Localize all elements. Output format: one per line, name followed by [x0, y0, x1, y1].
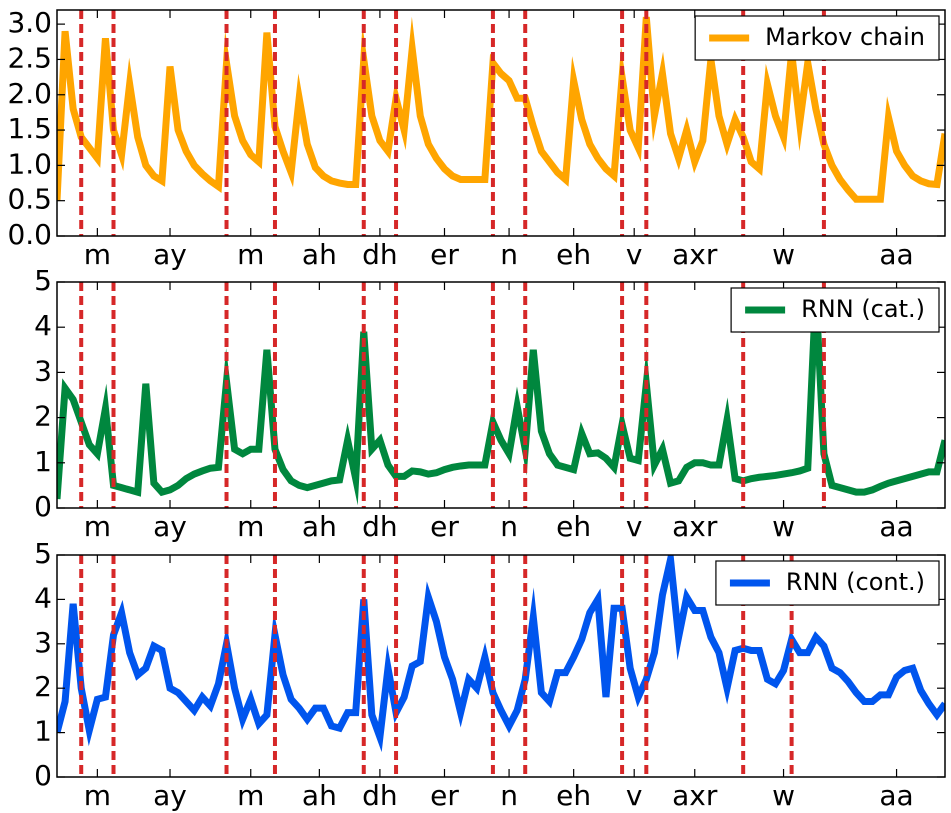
legend-label: Markov chain [765, 23, 925, 51]
y-tick-label: 0.5 [7, 183, 52, 216]
y-tick-label: 2.0 [7, 77, 52, 110]
y-tick-label: 0 [34, 490, 52, 523]
plot-area [57, 282, 945, 508]
x-tick-label: ay [153, 779, 187, 812]
x-tick-label: axr [672, 779, 718, 812]
legend: RNN (cat.) [730, 287, 940, 333]
legend: Markov chain [694, 15, 940, 61]
y-tick-label: 2 [34, 400, 52, 433]
y-tick-label: 1.0 [7, 147, 52, 180]
x-tick-label: ah [302, 779, 337, 812]
legend: RNN (cont.) [715, 560, 940, 606]
x-tick-label: n [500, 510, 518, 543]
x-tick-label: m [237, 510, 264, 543]
y-tick-label: 0.0 [7, 218, 52, 251]
x-tick-label: er [430, 238, 459, 271]
x-tick-label: m [84, 779, 111, 812]
y-tick-label: 4 [34, 581, 52, 614]
legend-label: RNN (cat.) [801, 295, 925, 323]
y-tick-label: 5 [34, 264, 52, 297]
x-tick-label: n [500, 238, 518, 271]
axes-frame [56, 9, 946, 237]
x-tick-label: dh [362, 779, 398, 812]
x-tick-label: eh [556, 238, 591, 271]
x-tick-label: eh [556, 510, 591, 543]
y-tick-label: 2.5 [7, 41, 52, 74]
y-tick-label: 5 [34, 537, 52, 570]
x-tick-label: ah [302, 510, 337, 543]
plot-area [57, 555, 945, 777]
y-tick-label: 1 [34, 445, 52, 478]
x-tick-label: er [430, 510, 459, 543]
x-tick-label: ay [153, 510, 187, 543]
x-tick-label: m [84, 510, 111, 543]
subplot: 0 1 2 3 4 5 m ay m ah dh er n eh v axr w aa RNN (cat.) [34, 264, 946, 543]
legend-label: RNN (cont.) [786, 568, 925, 596]
y-tick-label: 3 [34, 626, 52, 659]
x-tick-label: axr [672, 238, 718, 271]
x-tick-label: v [626, 779, 643, 812]
x-tick-label: ah [302, 238, 337, 271]
y-tick-label: 3 [34, 354, 52, 387]
x-tick-label: w [772, 779, 795, 812]
x-tick-label: ay [153, 238, 187, 271]
x-tick-label: v [626, 510, 643, 543]
x-tick-label: v [626, 238, 643, 271]
x-tick-label: w [772, 238, 795, 271]
x-tick-label: m [237, 779, 264, 812]
axes-frame [56, 554, 946, 778]
y-tick-label: 4 [34, 309, 52, 342]
x-tick-label: axr [672, 510, 718, 543]
data-line [57, 16, 945, 203]
x-tick-label: m [237, 238, 264, 271]
data-line [57, 290, 945, 506]
y-tick-label: 2 [34, 670, 52, 703]
y-tick-label: 3.0 [7, 6, 52, 39]
x-tick-label: eh [556, 779, 591, 812]
plot-area [57, 10, 945, 236]
x-tick-label: n [500, 779, 518, 812]
subplot: 0 1 2 3 4 5 m ay m ah dh er n eh v axr w aa RNN (cont.) [34, 537, 946, 812]
x-tick-label: dh [362, 510, 398, 543]
y-tick-label: 1.5 [7, 112, 52, 145]
x-tick-label: w [772, 510, 795, 543]
y-tick-label: 1 [34, 715, 52, 748]
data-line [57, 555, 945, 753]
x-tick-label: aa [879, 779, 913, 812]
y-tick-label: 0 [34, 759, 52, 792]
x-tick-label: er [430, 779, 459, 812]
subplot: 0.00.51.01.52.02.53.0 m ay m ah dh er n eh v axr w a… [7, 6, 946, 271]
axes-frame [56, 281, 946, 509]
x-tick-label: aa [879, 510, 913, 543]
x-tick-label: aa [879, 238, 913, 271]
x-tick-label: m [84, 238, 111, 271]
x-tick-label: dh [362, 238, 398, 271]
